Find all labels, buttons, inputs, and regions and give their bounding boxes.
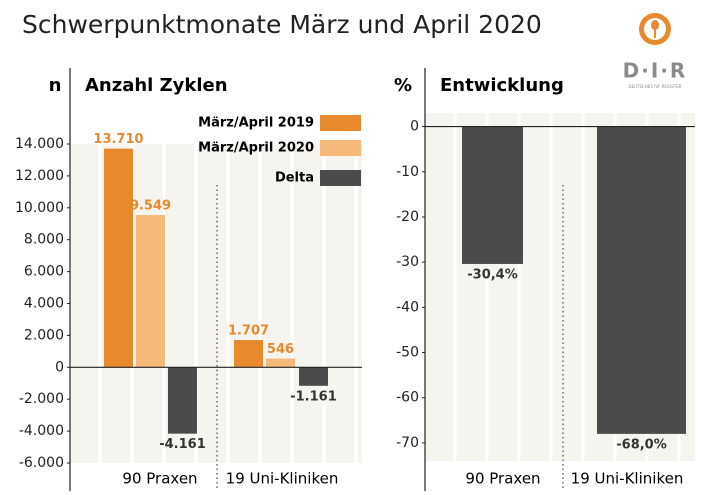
bar xyxy=(266,358,295,368)
panel-title: Anzahl Zyklen xyxy=(85,75,228,96)
logo-subtext: DEUTSCHES IVF REGISTER xyxy=(628,84,681,89)
y-tick-label: 0 xyxy=(55,359,64,375)
logo-icon xyxy=(651,20,659,30)
legend-label: März/April 2020 xyxy=(198,141,314,156)
axis-unit: n xyxy=(49,75,62,96)
data-label: 13.710 xyxy=(93,132,143,147)
y-tick-label: 8.000 xyxy=(24,232,64,248)
data-label: 1.707 xyxy=(228,324,269,339)
y-tick-label: 10.000 xyxy=(15,200,64,216)
legend-swatch xyxy=(320,140,361,156)
legend-swatch xyxy=(320,115,361,131)
x-tick-label: 19 Uni-Kliniken xyxy=(571,470,684,488)
legend-label: März/April 2019 xyxy=(198,116,314,131)
y-tick-label: -2.000 xyxy=(19,391,64,407)
y-tick-label: -4.000 xyxy=(19,423,64,439)
logo: D·I·R DEUTSCHES IVF REGISTER xyxy=(623,13,688,89)
data-label: -1.161 xyxy=(290,389,337,404)
page-title: Schwerpunktmonate März und April 2020 xyxy=(22,10,542,39)
y-tick-label: -20 xyxy=(396,209,419,225)
y-tick-label: 4.000 xyxy=(24,296,64,312)
data-label: -68,0% xyxy=(616,437,667,452)
y-tick-label: -6.000 xyxy=(19,455,64,471)
bar xyxy=(299,367,328,386)
y-tick-label: -30 xyxy=(396,254,419,270)
y-tick-label: 12.000 xyxy=(15,168,64,184)
panel-title: Entwicklung xyxy=(440,75,564,96)
logo-icon xyxy=(654,29,656,38)
logo-text: D·I·R xyxy=(623,59,688,83)
y-tick-label: 0 xyxy=(410,119,419,135)
bar xyxy=(597,126,686,434)
y-tick-label: -60 xyxy=(396,390,419,406)
y-tick-label: 6.000 xyxy=(24,264,64,280)
bar xyxy=(168,367,197,434)
bar xyxy=(136,214,165,368)
data-label: -4.161 xyxy=(159,437,206,452)
data-label: -30,4% xyxy=(467,267,518,282)
data-label: 546 xyxy=(267,342,294,357)
y-tick-label: 14.000 xyxy=(15,136,64,152)
x-tick-label: 90 Praxen xyxy=(122,470,197,488)
y-tick-label: 2.000 xyxy=(24,327,64,343)
legend-label: Delta xyxy=(275,171,314,186)
legend-swatch xyxy=(320,170,361,186)
bar xyxy=(234,340,263,368)
y-tick-label: -40 xyxy=(396,299,419,315)
y-tick-label: -50 xyxy=(396,345,419,361)
bar xyxy=(104,148,133,368)
axis-unit: % xyxy=(394,75,412,96)
data-label: 9.549 xyxy=(130,198,171,213)
y-tick-label: -10 xyxy=(396,164,419,180)
x-tick-label: 19 Uni-Kliniken xyxy=(226,470,339,488)
bar xyxy=(462,126,523,264)
x-tick-label: 90 Praxen xyxy=(465,470,540,488)
y-tick-label: -70 xyxy=(396,435,419,451)
